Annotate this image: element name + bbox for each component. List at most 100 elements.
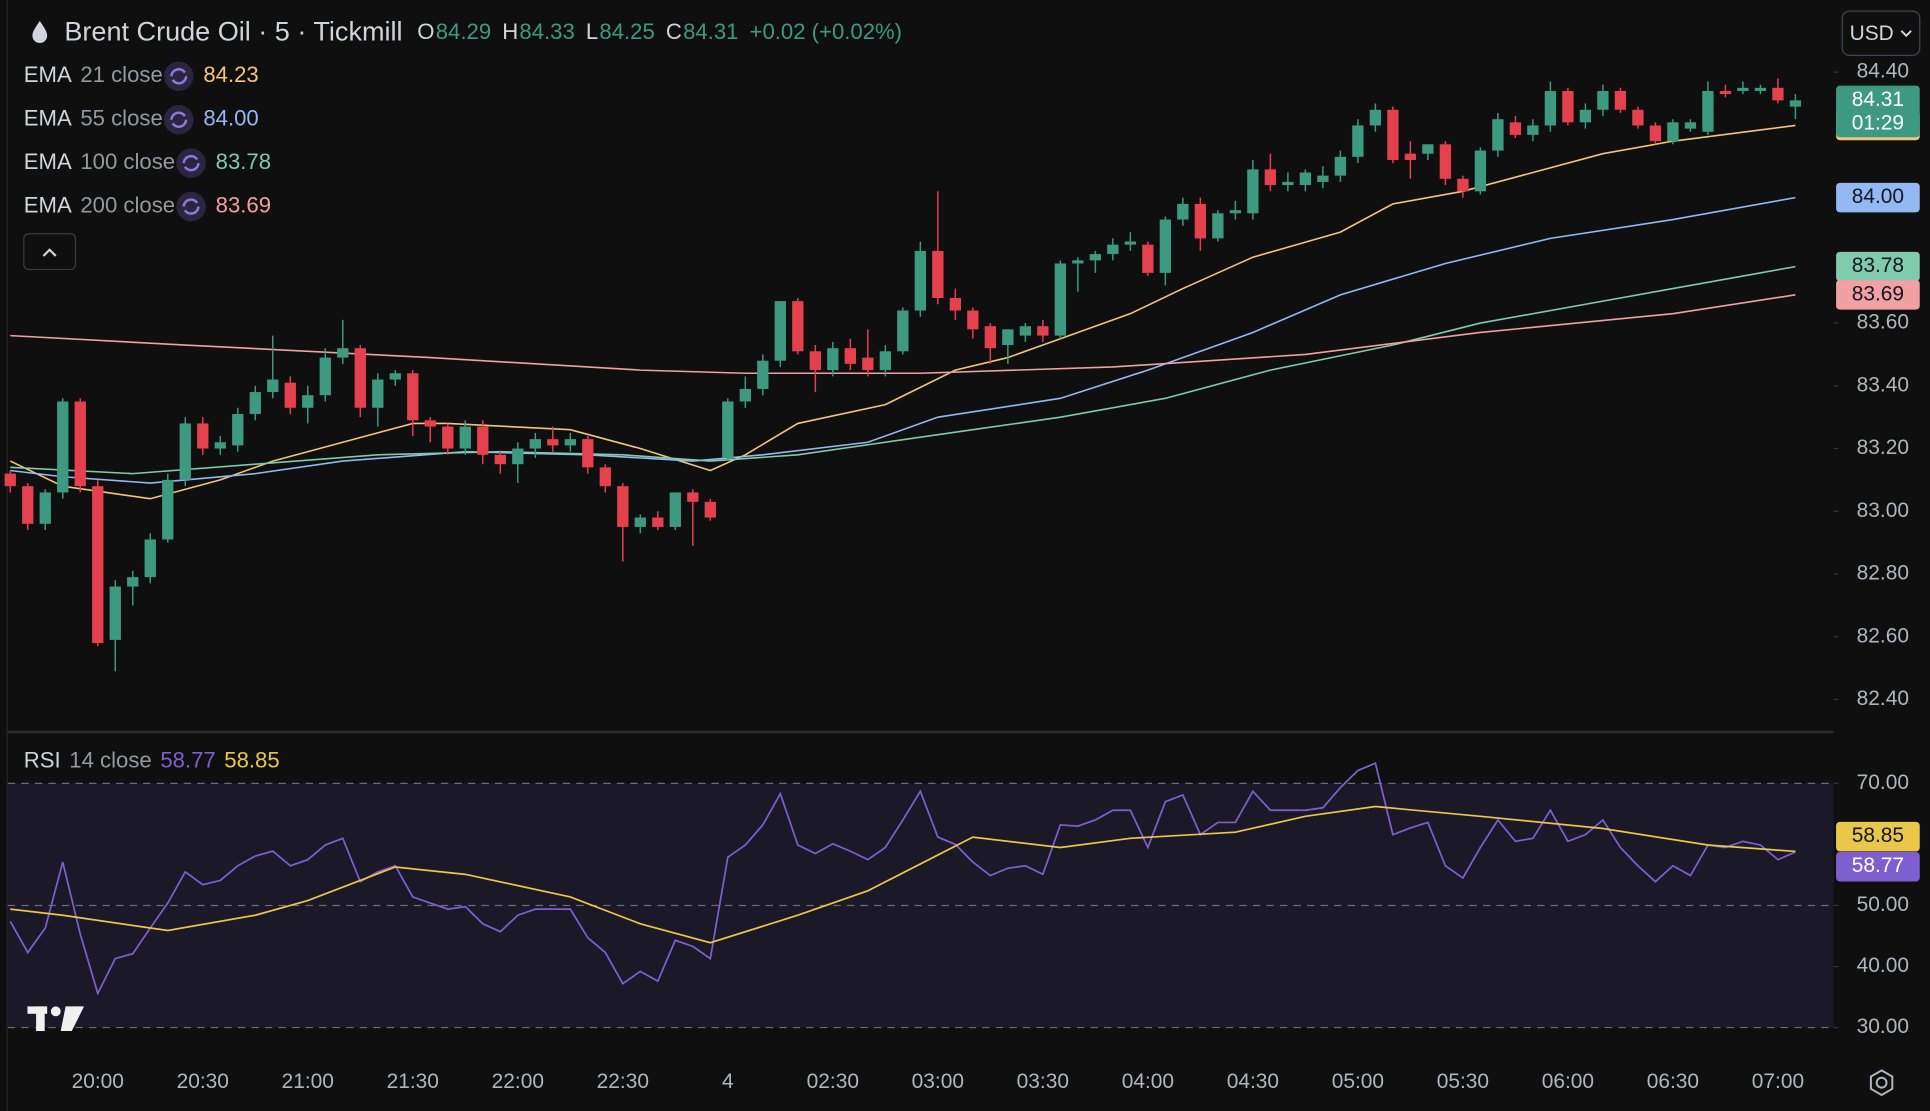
candle-body bbox=[494, 454, 506, 465]
overlay-ui: Brent Crude Oil · 5 · Tickmill USD O 84.2… bbox=[23, 10, 1921, 1097]
price-badge bbox=[1836, 821, 1920, 852]
legend-params: 100 close bbox=[80, 149, 175, 174]
gear-hub bbox=[1875, 1076, 1888, 1089]
x-tick-label: 04:30 bbox=[1227, 1070, 1279, 1093]
currency-label[interactable]: USD bbox=[1850, 22, 1894, 45]
legend-name: EMA bbox=[24, 106, 72, 131]
candle-body bbox=[1212, 213, 1224, 239]
candle-body bbox=[1229, 210, 1242, 214]
candle-body bbox=[179, 423, 191, 480]
candle-body bbox=[652, 517, 664, 527]
ohlc-value: 84.25 bbox=[599, 19, 654, 44]
y-tick-label: 82.80 bbox=[1857, 562, 1909, 585]
candle-body bbox=[1719, 90, 1732, 95]
candle-body bbox=[372, 379, 384, 408]
collapse-button[interactable] bbox=[23, 233, 77, 271]
candle-body bbox=[1509, 122, 1522, 135]
candle-body bbox=[1474, 150, 1487, 192]
candle-body bbox=[22, 486, 34, 524]
candle-body bbox=[459, 426, 471, 449]
legend-value: 58.85 bbox=[224, 747, 279, 772]
logo-part bbox=[50, 1006, 61, 1017]
candle-body bbox=[1439, 144, 1452, 179]
legend-name: EMA bbox=[24, 62, 72, 87]
candle-body bbox=[39, 492, 51, 524]
gear-outline bbox=[1869, 1069, 1894, 1097]
legend-value: 83.78 bbox=[216, 149, 271, 174]
candle-body bbox=[1597, 90, 1609, 110]
candle-body bbox=[1737, 87, 1749, 91]
candle-body bbox=[1352, 125, 1364, 157]
logo-part bbox=[36, 1006, 45, 1032]
price-badge-label: 84.31 bbox=[1852, 88, 1904, 111]
y-tick-label: 70.00 bbox=[1857, 771, 1909, 794]
x-tick-label: 06:30 bbox=[1647, 1070, 1699, 1093]
price-change: +0.02 (+0.02%) bbox=[750, 19, 903, 44]
candle-body bbox=[1422, 144, 1434, 154]
price-badge-label: 58.77 bbox=[1852, 854, 1904, 877]
candle-body bbox=[284, 382, 296, 408]
candle-body bbox=[1264, 169, 1277, 186]
candle-body bbox=[582, 439, 594, 468]
price-badge bbox=[1836, 851, 1920, 882]
candle-body bbox=[862, 357, 874, 371]
y-tick-label: 83.40 bbox=[1857, 373, 1909, 396]
ema-line bbox=[10, 196, 1796, 484]
candle-body bbox=[792, 301, 804, 352]
ohlc-value: 84.29 bbox=[436, 19, 491, 44]
candle-body bbox=[1632, 109, 1644, 126]
indicator-icon-arrows bbox=[182, 198, 200, 215]
ohlc-key: H bbox=[502, 19, 518, 44]
indicator-icon bbox=[176, 191, 206, 222]
candle-body bbox=[932, 250, 944, 298]
candle-body bbox=[1247, 169, 1259, 214]
candle-body bbox=[1702, 90, 1714, 132]
legend-value: 58.77 bbox=[160, 747, 215, 772]
price-badge-label: 58.85 bbox=[1852, 824, 1904, 847]
candle-body bbox=[1649, 125, 1662, 142]
candle-body bbox=[1754, 87, 1767, 91]
candle-body bbox=[1019, 326, 1032, 336]
candle-body bbox=[214, 442, 226, 449]
candle-body bbox=[1387, 109, 1399, 160]
legend-value: 84.23 bbox=[203, 62, 258, 87]
settings-icon[interactable] bbox=[1869, 1069, 1894, 1097]
candle-body bbox=[249, 392, 261, 415]
candle-body bbox=[722, 401, 734, 458]
legend-name: EMA bbox=[24, 149, 72, 174]
symbol-icon bbox=[32, 20, 48, 44]
candle-body bbox=[389, 373, 401, 380]
candle-body bbox=[844, 348, 856, 364]
x-tick-label: 06:00 bbox=[1542, 1070, 1594, 1093]
ohlc-value: 84.33 bbox=[519, 19, 574, 44]
candle-body bbox=[109, 586, 121, 640]
ema-line bbox=[9, 124, 1796, 500]
candle-body bbox=[1282, 181, 1294, 186]
candle-body bbox=[1037, 326, 1049, 336]
price-badge-label: 83.78 bbox=[1852, 254, 1904, 277]
candle-body bbox=[1142, 244, 1154, 273]
x-tick-label: 03:30 bbox=[1017, 1070, 1069, 1093]
currency-button[interactable] bbox=[1841, 10, 1921, 56]
indicator-icon-arrows bbox=[170, 68, 188, 85]
x-tick-label: 21:30 bbox=[387, 1070, 439, 1093]
candle-body bbox=[512, 448, 524, 465]
candle-body bbox=[1107, 244, 1119, 255]
candle-body bbox=[127, 577, 139, 587]
candle-body bbox=[1457, 178, 1469, 192]
symbol-title[interactable]: Brent Crude Oil · 5 · Tickmill bbox=[64, 16, 402, 46]
y-tick-label: 83.20 bbox=[1857, 436, 1909, 459]
candle-body bbox=[232, 414, 244, 446]
countdown-label: 01:29 bbox=[1852, 111, 1904, 134]
y-tick-label: 30.00 bbox=[1857, 1015, 1909, 1038]
candle-body bbox=[407, 373, 419, 421]
candle-body bbox=[617, 486, 629, 527]
candle-body bbox=[4, 473, 16, 487]
candle-body bbox=[1614, 90, 1627, 110]
indicator-icon bbox=[176, 148, 206, 178]
candle-body bbox=[1667, 122, 1679, 142]
candle-body bbox=[879, 351, 891, 371]
collapse-icon bbox=[42, 248, 57, 257]
x-tick-label: 4 bbox=[722, 1070, 734, 1093]
